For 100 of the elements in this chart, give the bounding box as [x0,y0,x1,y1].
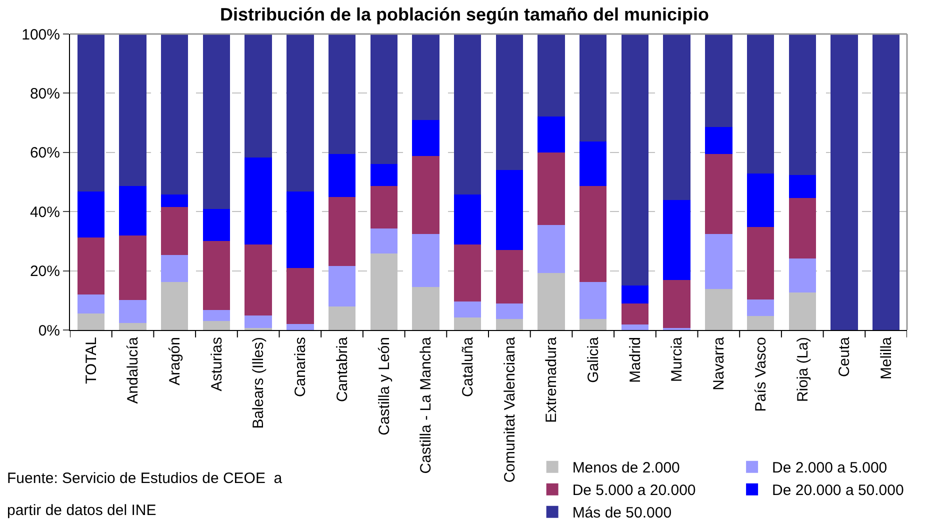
bar [286,268,314,324]
bar [286,34,314,192]
x-tick-label: Madrid [626,337,644,383]
x-tick-label: Ceuta [836,336,854,378]
bar [580,186,607,282]
x-tick-label: Castilla y León [376,337,393,436]
bar [538,34,565,117]
bar [454,244,482,302]
x-tick-label: Castilla - La Mancha [418,336,435,474]
bar [412,287,440,330]
legend-label: Más de 50.000 [572,504,672,522]
x-tick-label: Canarias [292,337,310,398]
bar [746,300,774,316]
bar [538,116,565,152]
bar [663,280,690,328]
bar [454,302,482,318]
bar [370,228,398,254]
bar [77,314,105,330]
bar [286,191,314,268]
bar [244,34,272,158]
bar [788,258,816,293]
bar [454,34,482,195]
bar [621,303,649,324]
legend-label: De 20.000 a 50.000 [772,482,904,500]
bar [580,319,607,330]
bar [705,154,732,234]
bar [788,292,816,330]
bar [77,294,105,314]
bar [746,34,774,174]
bar [746,316,774,330]
x-tick-label: Andalucía [124,336,142,404]
bar [788,198,816,259]
y-tick-label: 100% [22,26,60,44]
bar [328,266,356,307]
x-tick-label: Aragón [166,337,184,386]
legend-label: De 2.000 a 5.000 [772,460,888,477]
bar [496,34,524,170]
x-tick-label: Cataluña [459,336,476,398]
bar [161,194,188,208]
bar [202,208,230,242]
bar [119,300,146,323]
x-tick-label: Rioja (La) [794,337,812,402]
bar [496,319,524,330]
y-tick-label: 20% [30,263,60,280]
bar [370,186,398,228]
bar [119,34,146,186]
bar [412,234,440,288]
bar [412,120,440,156]
y-tick-label: 80% [30,85,60,102]
bar [202,320,230,330]
bar [788,174,816,198]
bar [663,34,690,200]
x-tick-label: Asturias [208,337,226,392]
bar [621,34,649,286]
x-tick-label: País Vasco [752,337,770,412]
bar [705,234,732,289]
bar [705,127,732,154]
bar [119,236,146,300]
bar [412,34,440,120]
x-tick-label: TOTAL [82,337,100,384]
bar [244,316,272,328]
x-tick-label: Cantabria [334,336,351,402]
bar [328,196,356,266]
y-tick-label: 0% [38,322,60,340]
bar [370,34,398,164]
x-tick-label: Galicia [585,336,602,383]
bar [202,241,230,310]
bar [496,303,524,320]
y-tick-label: 40% [30,204,60,221]
bar [663,200,690,280]
bar [872,34,900,330]
bar [621,324,649,330]
x-tick-label: Balears (Illes) [250,337,268,429]
x-tick-label: Comunitat Valenciana [501,336,518,483]
bar [830,34,858,330]
bar [161,34,188,195]
y-tick-label: 60% [30,144,60,162]
x-tick-label: Murcia [668,336,686,382]
bar [746,226,774,300]
bar [621,286,649,304]
x-tick-label: Extremadura [543,336,560,423]
bar [244,157,272,244]
bar [746,174,774,227]
bar [705,34,732,128]
bar [328,34,356,154]
bar [538,152,565,225]
bar [161,255,188,282]
bar [454,318,482,330]
bar [202,310,230,321]
legend-label: De 5.000 a 20.000 [572,482,696,500]
x-tick-label: Navarra [710,336,728,390]
bar [328,154,356,197]
text: partir de datos del INE [7,502,156,519]
bar [538,224,565,273]
bar [580,34,607,142]
bar [119,322,146,330]
bar [328,306,356,330]
bar [705,288,732,330]
legend-label: Menos de 2.000 [572,460,680,477]
bar [161,282,188,330]
